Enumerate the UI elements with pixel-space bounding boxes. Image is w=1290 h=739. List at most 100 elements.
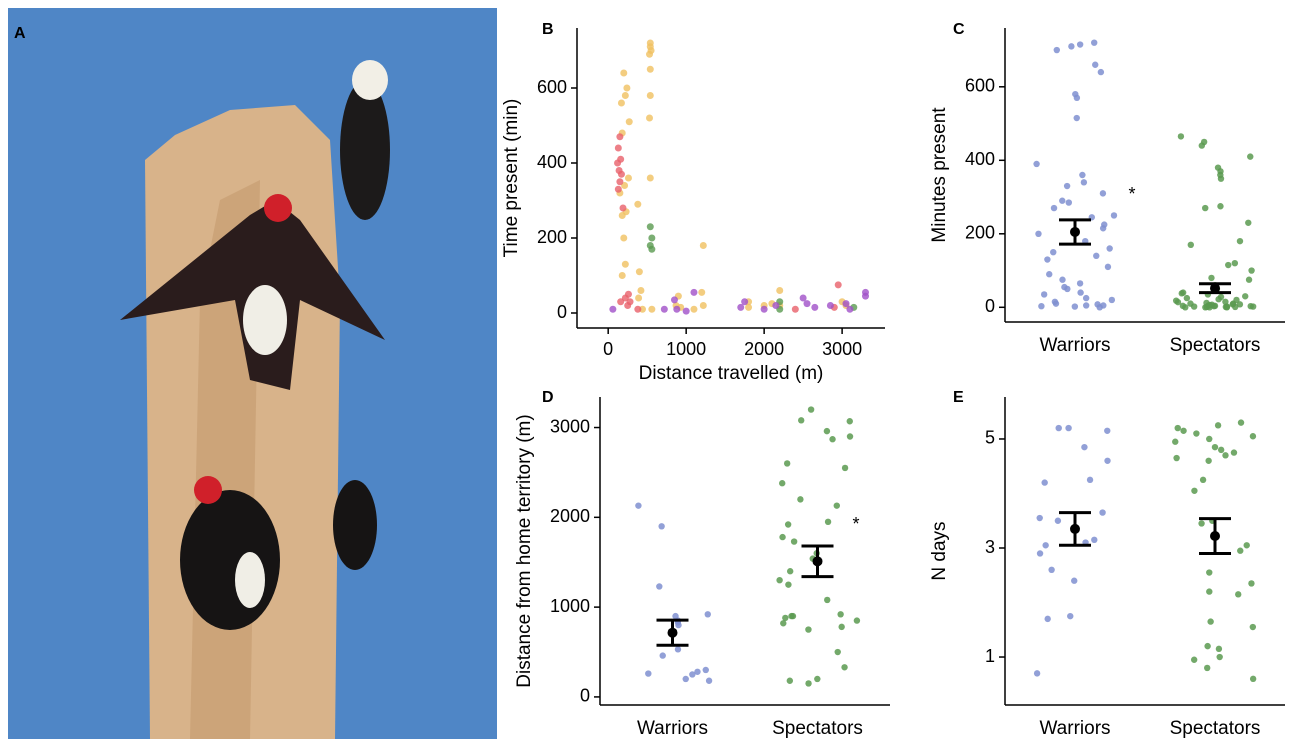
x-tick-label: 1000 xyxy=(666,339,706,359)
point xyxy=(1249,303,1257,310)
point xyxy=(834,281,842,289)
point xyxy=(682,307,690,315)
y-tick-label: 1000 xyxy=(550,596,590,616)
point xyxy=(786,568,794,575)
point xyxy=(1065,199,1072,206)
y-axis-label: Minutes present xyxy=(929,107,950,243)
point xyxy=(1216,653,1223,661)
point xyxy=(1048,566,1055,574)
y-tick-label: 0 xyxy=(985,296,995,316)
point xyxy=(1174,424,1181,432)
point xyxy=(846,418,853,425)
point xyxy=(785,581,792,588)
point xyxy=(1092,61,1099,68)
point xyxy=(634,305,642,313)
point xyxy=(1050,248,1057,256)
y-tick-label: 600 xyxy=(965,76,995,96)
mean-point xyxy=(1210,283,1220,294)
point xyxy=(1055,424,1062,432)
point xyxy=(834,648,841,656)
point xyxy=(1044,615,1051,623)
point xyxy=(624,174,632,182)
mean-point xyxy=(667,627,678,638)
point xyxy=(634,200,642,208)
point xyxy=(842,300,850,308)
x-tick-label: Spectators xyxy=(772,718,863,739)
point xyxy=(1211,443,1219,451)
point xyxy=(646,92,654,99)
point xyxy=(705,677,713,684)
point xyxy=(1093,252,1100,260)
point xyxy=(675,621,682,629)
mean-point xyxy=(1070,226,1080,237)
point xyxy=(616,178,624,186)
point xyxy=(1054,517,1062,524)
point xyxy=(1064,285,1071,293)
point xyxy=(760,305,768,313)
point xyxy=(779,480,786,487)
point xyxy=(1042,542,1049,549)
point xyxy=(646,174,654,182)
point xyxy=(803,300,811,308)
point xyxy=(689,671,696,678)
point xyxy=(1096,304,1103,311)
point xyxy=(1082,294,1090,302)
point xyxy=(635,294,643,302)
point xyxy=(776,576,783,584)
point xyxy=(841,664,848,671)
point xyxy=(698,288,706,296)
point xyxy=(1040,291,1048,298)
point xyxy=(1076,280,1084,287)
point xyxy=(853,617,861,624)
point xyxy=(637,287,645,294)
point xyxy=(690,305,698,313)
point xyxy=(1099,509,1106,516)
point xyxy=(741,298,749,306)
point xyxy=(1178,290,1185,297)
point xyxy=(1202,304,1209,311)
point xyxy=(620,234,628,242)
point xyxy=(648,245,656,253)
point xyxy=(646,50,654,58)
x-tick-label: 2000 xyxy=(744,339,784,359)
point xyxy=(1067,612,1074,620)
y-tick-label: 2000 xyxy=(550,506,590,526)
y-tick-label: 400 xyxy=(537,152,567,172)
point xyxy=(772,302,780,309)
point xyxy=(1036,514,1043,522)
point xyxy=(1073,94,1081,102)
y-tick-label: 0 xyxy=(580,686,590,706)
point xyxy=(646,65,654,73)
point xyxy=(674,646,682,653)
point xyxy=(1174,298,1182,306)
point xyxy=(1091,536,1098,544)
y-tick-label: 200 xyxy=(965,223,995,243)
point xyxy=(1059,276,1066,283)
point xyxy=(846,305,854,313)
point xyxy=(1198,520,1205,527)
point xyxy=(618,272,626,279)
point xyxy=(1222,452,1229,459)
point xyxy=(621,182,629,189)
point xyxy=(1071,577,1078,584)
point xyxy=(841,464,849,472)
point xyxy=(1248,267,1255,274)
point xyxy=(1248,580,1255,587)
point xyxy=(614,144,622,152)
point xyxy=(823,427,831,435)
point xyxy=(690,288,698,296)
point xyxy=(786,677,794,684)
point xyxy=(824,596,831,604)
x-tick-label: 3000 xyxy=(822,339,862,359)
y-tick-label: 5 xyxy=(985,428,995,448)
point xyxy=(1245,219,1252,226)
point xyxy=(1207,618,1214,625)
y-axis-label: Time present (min) xyxy=(501,99,522,258)
point xyxy=(1215,645,1223,653)
x-tick-label: 0 xyxy=(603,339,613,359)
point xyxy=(694,668,701,675)
point xyxy=(783,460,791,467)
point xyxy=(1223,304,1231,311)
point xyxy=(1198,142,1206,149)
point xyxy=(682,675,689,683)
